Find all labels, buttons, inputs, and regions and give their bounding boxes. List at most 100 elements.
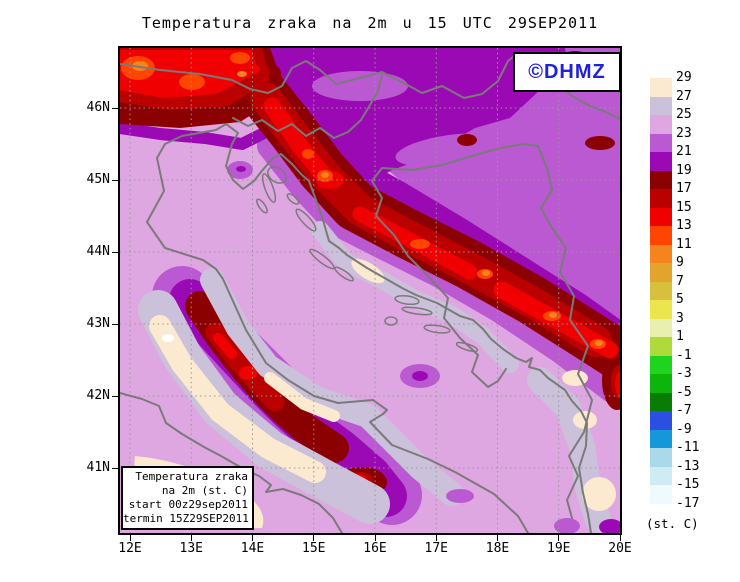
colorbar-tick-label: 5	[676, 292, 684, 307]
lat-tick-label: 46N	[86, 100, 110, 115]
colorbar-swatch	[650, 429, 672, 449]
lon-tick-label: 12E	[118, 541, 142, 556]
colorbar-swatch	[650, 133, 672, 153]
colorbar-swatch	[650, 318, 672, 338]
colorbar-swatch	[650, 392, 672, 412]
colorbar-swatch	[650, 170, 672, 190]
map-shape	[146, 123, 592, 533]
lat-tick	[112, 107, 118, 109]
colorbar-tick-label: -1	[676, 347, 692, 363]
map-title: Temperatura zraka na 2m u 15 UTC 29SEP20…	[141, 14, 599, 32]
map-shape	[149, 315, 326, 483]
colorbar-tick-label: 11	[676, 236, 692, 252]
lon-tick	[619, 535, 621, 541]
lon-tick-label: 18E	[485, 541, 510, 556]
temperature-map	[120, 48, 620, 533]
colorbar-swatch	[650, 96, 672, 116]
lat-tick-label: 45N	[86, 172, 110, 187]
map-shape	[205, 48, 568, 186]
lon-tick	[190, 535, 192, 541]
colorbar-swatch	[650, 226, 672, 245]
map-shape	[261, 173, 277, 203]
colorbar-tick-label: -17	[676, 495, 700, 511]
map-shape	[423, 324, 451, 334]
lon-tick	[435, 535, 437, 541]
colorbar-tick-label: -5	[676, 384, 692, 400]
colorbar-swatch	[650, 244, 672, 264]
map-shape	[263, 97, 335, 187]
colorbar-tick-label: -9	[676, 421, 692, 437]
map-shape	[595, 340, 603, 346]
lat-tick-label: 42N	[86, 388, 110, 403]
lat-tick	[112, 395, 118, 397]
map-shape	[585, 136, 615, 150]
lat-tick-label: 41N	[86, 460, 110, 475]
map-shape	[302, 149, 314, 159]
lon-tick-label: 16E	[363, 541, 387, 556]
colorbar-tick-label: 17	[676, 181, 692, 196]
lat-tick	[112, 467, 118, 469]
map-shape	[321, 172, 329, 178]
temperature-field	[120, 48, 620, 533]
colorbar-tick-label: -7	[676, 403, 692, 418]
map-shape	[244, 64, 260, 74]
colorbar-tick-label: -13	[676, 458, 700, 474]
map-shape	[334, 266, 354, 282]
colorbar-tick-label: 29	[676, 70, 692, 85]
map-shape	[381, 143, 539, 171]
map-shape	[120, 50, 258, 98]
map-shape	[615, 372, 620, 396]
dhmz-logo-box: ©DHMZ	[513, 52, 621, 92]
map-frame	[118, 46, 622, 535]
info-line-2: na 2m (st. C)	[161, 484, 248, 497]
map-shape	[371, 167, 507, 388]
colorbar-tick-label: 19	[676, 162, 692, 178]
map-shape	[599, 519, 620, 533]
lon-tick	[497, 535, 498, 541]
map-shape	[200, 268, 464, 506]
colorbar-tick-label: 13	[676, 218, 692, 233]
colorbar-tick-label: -11	[676, 440, 700, 455]
map-shape	[295, 208, 317, 232]
colorbar-tick-label: 1	[676, 329, 684, 344]
map-shape	[205, 48, 620, 348]
map-shape	[232, 74, 383, 139]
map-shape	[311, 221, 519, 373]
colorbar-swatch	[650, 281, 672, 301]
colorbar-swatch	[650, 189, 672, 208]
map-shape	[162, 334, 174, 342]
map-shape	[394, 294, 420, 306]
map-shape	[537, 145, 593, 519]
map-shape	[286, 193, 300, 205]
colorbar-tick-label: 9	[676, 255, 684, 270]
map-shape	[237, 71, 247, 77]
map-shape	[267, 166, 287, 184]
map-shape	[384, 316, 398, 326]
colorbar-swatch	[650, 466, 672, 486]
colorbar-unit-label: (st. C)	[646, 516, 699, 531]
lat-tick-label: 43N	[86, 316, 110, 331]
lon-tick	[313, 535, 315, 541]
colorbar-swatch	[650, 374, 672, 393]
dhmz-logo-text: ©DHMZ	[528, 60, 606, 83]
colorbar-tick-label: 3	[676, 310, 684, 326]
map-shape	[549, 312, 557, 318]
lon-tick	[374, 535, 376, 541]
colorbar-swatch	[650, 355, 672, 375]
lon-tick	[252, 535, 253, 541]
colorbar-tick-label: 25	[676, 107, 692, 122]
lon-tick-label: 15E	[302, 541, 326, 556]
colorbar-swatch	[650, 411, 672, 430]
lon-tick-label: 13E	[179, 541, 203, 556]
info-line-1: Temperatura zraka	[135, 470, 248, 483]
lat-tick	[112, 251, 118, 253]
colorbar-swatch	[650, 300, 672, 319]
colorbar-swatch	[650, 263, 672, 282]
colorbar-tick-label: 15	[676, 199, 692, 215]
colorbar-tick-label: 27	[676, 88, 692, 104]
lon-tick	[129, 535, 131, 541]
map-shape	[120, 122, 268, 150]
map-shape	[264, 372, 340, 422]
map-shape	[482, 270, 490, 276]
